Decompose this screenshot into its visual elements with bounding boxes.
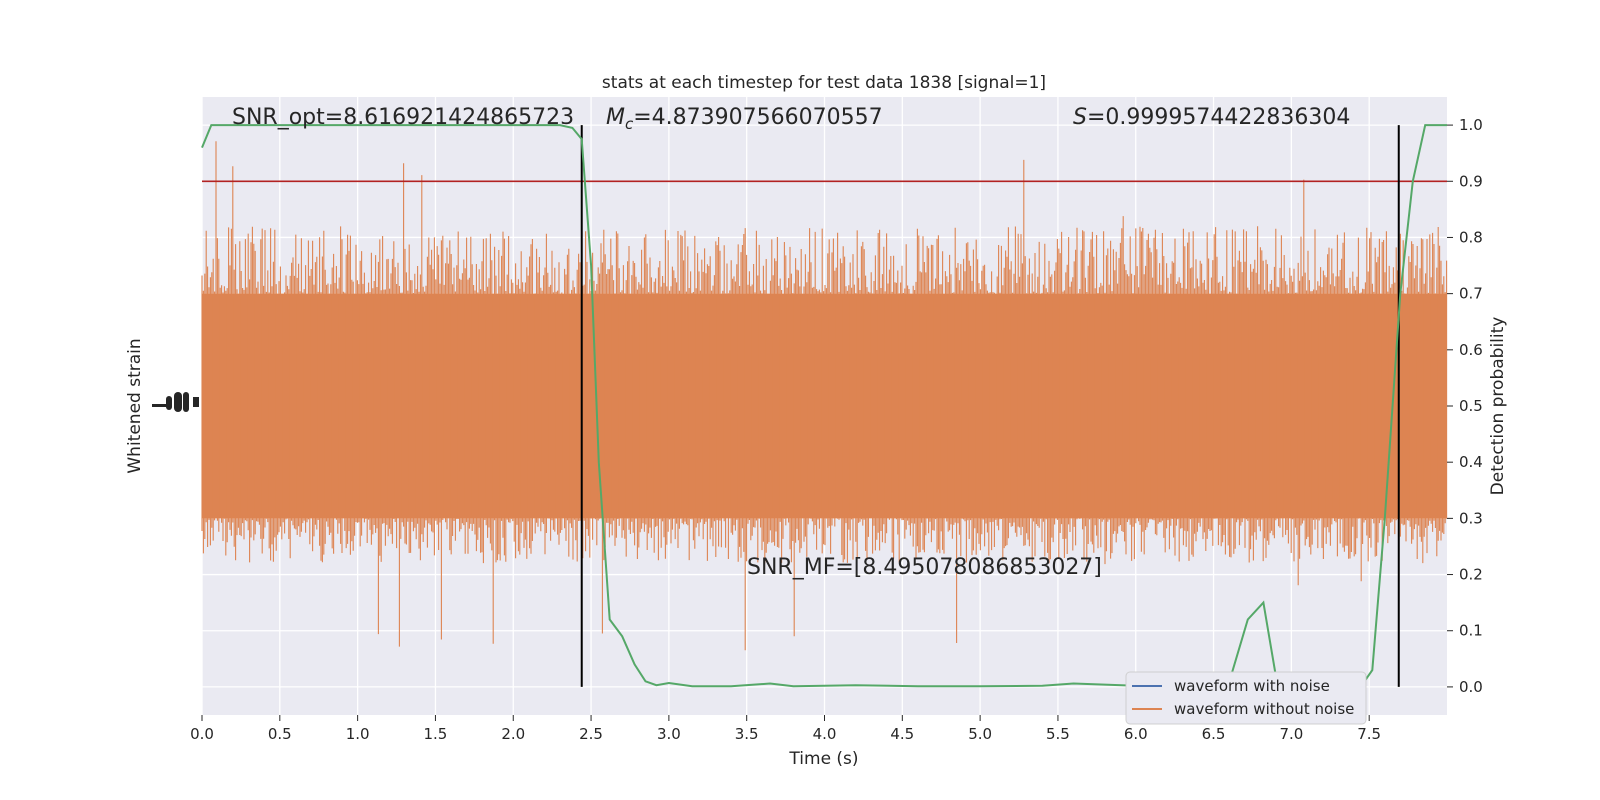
y-tick-label: 0.7 — [1459, 285, 1483, 303]
x-tick-label: 5.5 — [1046, 725, 1070, 743]
x-tick-label: 7.5 — [1357, 725, 1381, 743]
y-left-axis-label: Whitened strain — [125, 338, 145, 473]
x-tick-label: 1.0 — [346, 725, 370, 743]
y-tick-label: 0.4 — [1459, 453, 1483, 471]
legend-label-without-noise: waveform without noise — [1174, 700, 1354, 718]
y-tick-label: 0.2 — [1459, 566, 1483, 584]
strain-series — [201, 141, 1448, 651]
x-tick-label: 0.0 — [190, 725, 214, 743]
x-tick-label: 5.0 — [968, 725, 992, 743]
legend: waveform with noise waveform without noi… — [1125, 671, 1367, 725]
legend-label-with-noise: waveform with noise — [1174, 677, 1330, 695]
mc-value: =4.873907566070557 — [633, 105, 882, 130]
x-tick-label: 7.0 — [1279, 725, 1303, 743]
chart-title: stats at each timestep for test data 183… — [602, 73, 1046, 93]
x-tick-label: 0.5 — [268, 725, 292, 743]
x-tick-labels: 0.0 0.5 1.0 1.5 2.0 2.5 3.0 3.5 4.0 4.5 5.0 5.5 6.0 6… — [190, 715, 1381, 743]
strain-spikes — [201, 141, 1448, 651]
s-value: =0.9999574422836304 — [1087, 105, 1350, 130]
annotation-chirp-mass: Mc=4.873907566070557 — [606, 105, 883, 133]
x-tick-label: 2.5 — [579, 725, 603, 743]
annotation-snr-opt: SNR_opt=8.616921424865723 — [232, 105, 574, 130]
vertical-markers — [580, 125, 1400, 687]
annotation-snr-mf: SNR_MF=[8.495078086853027] — [747, 555, 1102, 580]
y-tick-label: 0.6 — [1459, 341, 1483, 359]
x-tick-label: 3.0 — [657, 725, 681, 743]
y-tick-label: 0.0 — [1459, 678, 1483, 696]
y-tick-label: 0.3 — [1459, 509, 1483, 527]
y-right-tick-labels: 0.0 0.1 0.2 0.3 0.4 0.5 0.6 0.7 0.8 0.9 1.0 — [1447, 116, 1483, 696]
y-tick-label: 0.1 — [1459, 622, 1483, 640]
left-tick-residue — [152, 392, 199, 412]
y-tick-label: 1.0 — [1459, 116, 1483, 134]
x-axis-label: Time (s) — [788, 749, 858, 769]
legend-box — [1125, 671, 1367, 725]
x-tick-label: 3.5 — [735, 725, 759, 743]
mc-subscript: c — [625, 115, 634, 133]
x-tick-label: 2.0 — [501, 725, 525, 743]
s-symbol: S — [1073, 105, 1087, 130]
x-tick-label: 6.0 — [1124, 725, 1148, 743]
y-tick-label: 0.8 — [1459, 228, 1483, 246]
x-tick-label: 6.5 — [1202, 725, 1226, 743]
y-tick-label: 0.5 — [1459, 397, 1483, 415]
y-right-axis-label: Detection probability — [1488, 317, 1508, 496]
mc-symbol: M — [606, 105, 625, 130]
x-tick-label: 4.5 — [890, 725, 914, 743]
x-tick-label: 1.5 — [424, 725, 448, 743]
x-tick-label: 4.0 — [813, 725, 837, 743]
y-tick-label: 0.9 — [1459, 172, 1483, 190]
annotation-s: S=0.9999574422836304 — [1073, 105, 1350, 130]
